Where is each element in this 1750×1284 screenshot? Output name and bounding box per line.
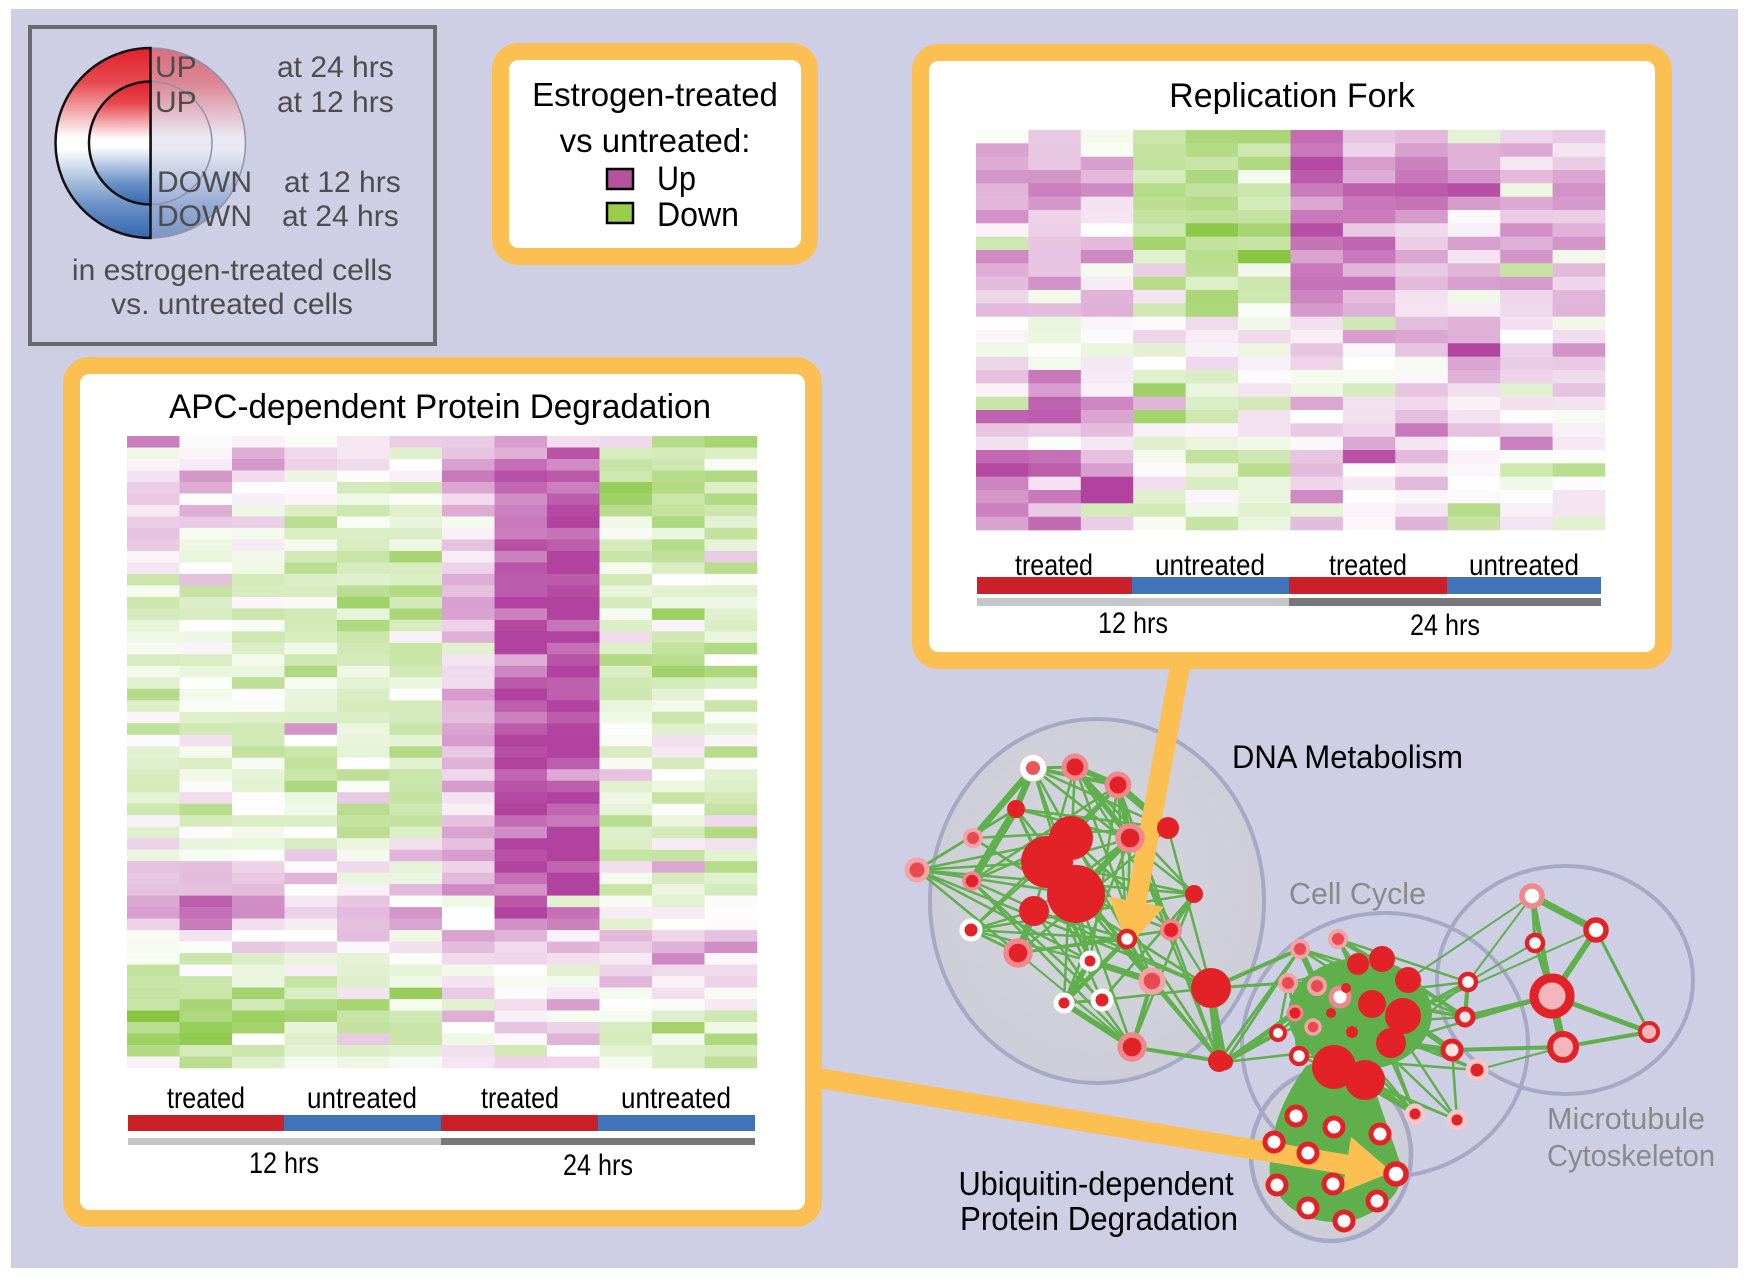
svg-text:vs untreated:: vs untreated: (560, 122, 751, 159)
svg-text:Protein Degradation: Protein Degradation (960, 1200, 1238, 1237)
svg-text:untreated: untreated (621, 1082, 731, 1115)
svg-text:treated: treated (481, 1082, 559, 1115)
svg-text:at 24 hrs: at 24 hrs (282, 200, 399, 233)
svg-text:at 12 hrs: at 12 hrs (277, 86, 394, 119)
svg-text:untreated: untreated (1469, 549, 1579, 582)
svg-text:DOWN: DOWN (157, 166, 252, 199)
svg-text:untreated: untreated (1155, 549, 1265, 582)
svg-text:UP: UP (155, 51, 197, 84)
svg-text:treated: treated (167, 1082, 245, 1115)
svg-text:Replication Fork: Replication Fork (1169, 77, 1416, 115)
svg-text:Cell Cycle: Cell Cycle (1289, 876, 1426, 911)
svg-text:Up: Up (657, 160, 696, 198)
svg-text:Microtubule: Microtubule (1547, 1101, 1705, 1136)
svg-text:at 24 hrs: at 24 hrs (277, 51, 394, 84)
svg-text:DNA Metabolism: DNA Metabolism (1232, 739, 1463, 775)
svg-text:Cytoskeleton: Cytoskeleton (1547, 1138, 1715, 1173)
svg-text:treated: treated (1015, 549, 1093, 582)
svg-text:12 hrs: 12 hrs (249, 1147, 319, 1180)
svg-text:in estrogen-treated cells: in estrogen-treated cells (72, 254, 392, 287)
svg-text:12 hrs: 12 hrs (1098, 607, 1168, 640)
svg-text:Ubiquitin-dependent: Ubiquitin-dependent (959, 1165, 1234, 1202)
svg-text:at 12 hrs: at 12 hrs (284, 166, 401, 199)
svg-text:Estrogen-treated: Estrogen-treated (532, 76, 778, 113)
svg-text:UP: UP (155, 86, 197, 119)
svg-text:DOWN: DOWN (157, 200, 252, 233)
svg-text:24 hrs: 24 hrs (1410, 609, 1480, 642)
svg-text:24 hrs: 24 hrs (563, 1149, 633, 1182)
svg-text:untreated: untreated (307, 1082, 417, 1115)
svg-text:APC-dependent Protein Degradat: APC-dependent Protein Degradation (169, 388, 711, 426)
svg-text:treated: treated (1329, 549, 1407, 582)
svg-text:vs. untreated cells: vs. untreated cells (111, 288, 353, 321)
svg-text:Down: Down (657, 196, 739, 234)
